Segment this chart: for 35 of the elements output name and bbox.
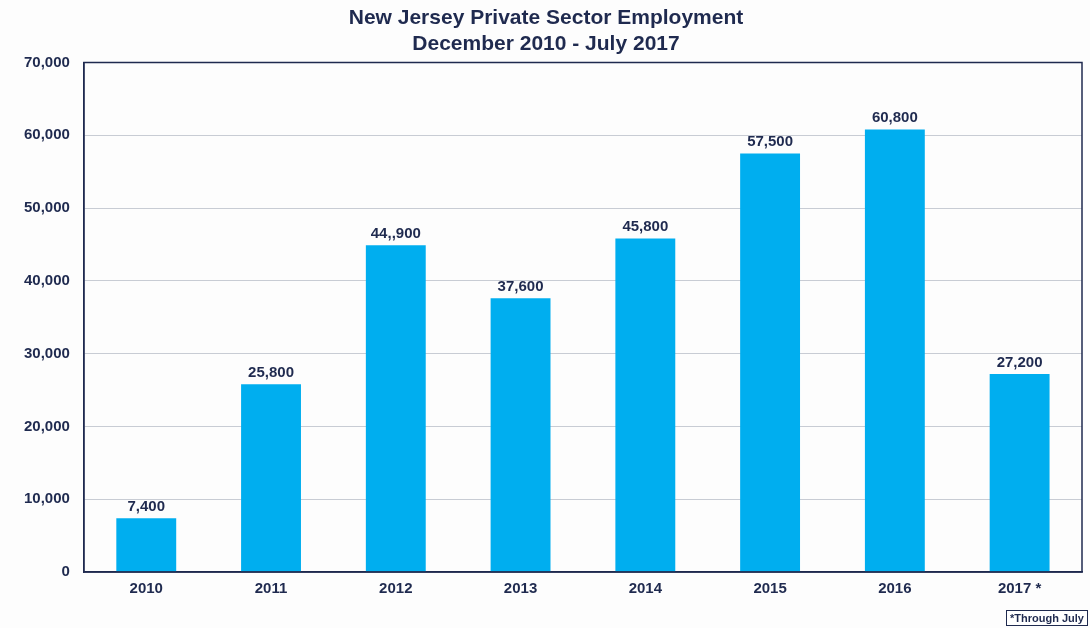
x-tick-label: 2011 [254, 579, 288, 597]
data-label: 27,200 [996, 352, 1043, 370]
bar [116, 518, 177, 572]
x-tick-label: 2016 [878, 579, 912, 597]
data-label: 7,400 [127, 496, 166, 514]
data-label: 57,500 [747, 132, 794, 150]
data-label: 44,,900 [370, 223, 421, 241]
y-tick-label: 70,000 [23, 52, 70, 70]
y-tick-label: 20,000 [23, 416, 70, 434]
bar [864, 129, 925, 572]
bar [989, 373, 1050, 572]
data-label: 37,600 [497, 276, 544, 294]
x-tick-label: 2017 * [997, 579, 1042, 597]
data-label: 60,800 [871, 108, 918, 126]
bar [365, 245, 426, 572]
data-label: 25,800 [248, 362, 294, 380]
y-tick-label: 40,000 [23, 270, 70, 288]
chart-subtitle: December 2010 - July 2017 [412, 30, 680, 54]
y-tick-label: 50,000 [23, 198, 70, 216]
y-tick-label: 60,000 [23, 125, 70, 143]
bar [490, 298, 551, 572]
x-tick-label: 2012 [379, 579, 413, 597]
x-tick-label: 2015 [753, 579, 787, 597]
x-tick-label: 2013 [503, 579, 538, 597]
chart-title: New Jersey Private Sector Employment [348, 5, 744, 29]
y-tick-label: 30,000 [23, 343, 70, 361]
data-label: 45,800 [622, 217, 669, 235]
bar [740, 153, 801, 572]
text: *Through July [1006, 610, 1088, 626]
bar [241, 384, 301, 572]
x-tick-label: 2014 [628, 579, 663, 597]
y-tick-label: 0 [61, 562, 70, 580]
y-tick-label: 10,000 [23, 489, 70, 507]
bar [615, 238, 676, 572]
x-tick-label: 2010 [129, 579, 163, 597]
